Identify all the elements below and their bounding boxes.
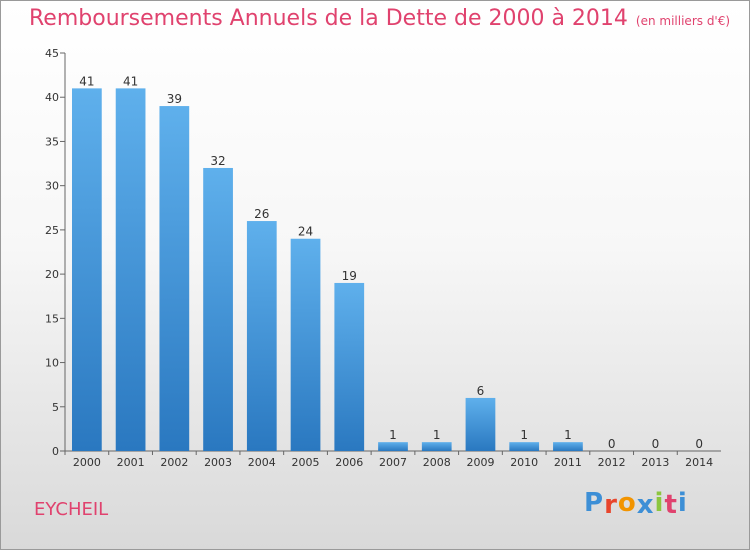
chart-title-text: Remboursements Annuels de la Dette de 20… [29, 6, 628, 31]
commune-name: EYCHEIL [34, 499, 109, 520]
data-label: 41 [79, 74, 94, 88]
bar-2001 [115, 88, 146, 451]
bar-2011 [553, 442, 583, 451]
data-label: 26 [254, 207, 269, 221]
x-axis: 2000 2001 2002 2003 2004 2005 2006 2007 2008 2009… [64, 450, 721, 469]
bar-2004 [246, 221, 277, 451]
bar-2008 [421, 442, 452, 451]
x-tick-label: 2011 [554, 456, 582, 469]
y-tick-label: 30 [45, 180, 59, 193]
data-label: 1 [520, 428, 528, 442]
x-tick-label: 2003 [204, 456, 232, 469]
logo-letter: r [604, 490, 618, 520]
x-tick-label: 2002 [160, 456, 188, 469]
logo-letter: x [636, 490, 655, 520]
y-tick-label: 40 [45, 91, 59, 104]
x-tick-label: 2004 [248, 456, 276, 469]
y-tick-label: 5 [52, 401, 59, 414]
x-tick-label: 2014 [685, 456, 713, 469]
bar-2005 [290, 238, 321, 451]
bar-2010 [509, 442, 540, 451]
logo-letter: P [584, 488, 605, 518]
bar-2006 [334, 282, 365, 451]
bars [71, 88, 583, 452]
logo-letter: o [617, 488, 637, 518]
bar-2007 [378, 442, 408, 451]
x-tick-label: 2005 [292, 456, 320, 469]
chart-subtitle: (en milliers d'€) [635, 14, 731, 28]
x-tick-label: 2009 [466, 456, 494, 469]
data-label: 0 [695, 437, 703, 451]
y-tick-label: 20 [45, 268, 59, 281]
logo-letter: i [654, 488, 665, 518]
y-tick-label: 10 [45, 357, 59, 370]
data-label: 0 [608, 437, 616, 451]
x-tick-label: 2001 [117, 456, 145, 469]
bar-2002 [159, 106, 190, 452]
x-tick-label: 2013 [641, 456, 669, 469]
x-tick-label: 2010 [510, 456, 538, 469]
y-tick-label: 45 [45, 47, 59, 60]
data-label: 1 [564, 428, 572, 442]
data-label: 19 [342, 269, 357, 283]
proxiti-logo[interactable]: Proxiti [584, 488, 688, 520]
bar-2003 [203, 167, 233, 451]
data-label: 39 [167, 92, 182, 106]
chart-title: Remboursements Annuels de la Dette de 20… [29, 6, 730, 31]
x-tick-label: 2012 [598, 456, 626, 469]
logo-letter: i [677, 488, 688, 518]
y-tick-label: 25 [45, 224, 59, 237]
data-label: 24 [298, 225, 313, 239]
x-tick-label: 2007 [379, 456, 407, 469]
x-tick-label: 2006 [335, 456, 363, 469]
data-label: 1 [389, 428, 397, 442]
x-tick-label: 2008 [423, 456, 451, 469]
y-tick-label: 0 [52, 445, 59, 458]
data-label: 41 [123, 74, 138, 88]
bar-2000 [71, 88, 102, 451]
data-label: 32 [210, 154, 225, 168]
data-label: 1 [433, 428, 441, 442]
y-tick-label: 35 [45, 135, 59, 148]
data-label: 6 [477, 384, 485, 398]
logo-letter: t [664, 490, 678, 520]
x-tick-label: 2000 [73, 456, 101, 469]
bar-2009 [465, 397, 496, 451]
y-tick-label: 15 [45, 312, 59, 325]
y-axis: 0 5 10 15 20 25 30 35 40 45 [45, 47, 66, 458]
data-label: 0 [652, 437, 660, 451]
